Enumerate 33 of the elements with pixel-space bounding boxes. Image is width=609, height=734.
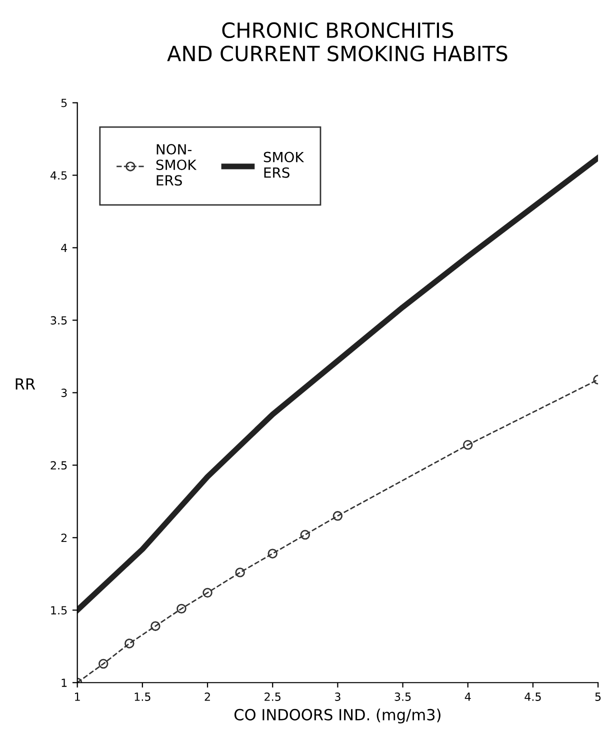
point [268,548,278,558]
y-tick-label: 1 [62,678,67,687]
point [463,440,473,450]
x-tick-label: 1.5 [134,692,150,701]
x-tick-label: 3 [335,692,340,701]
point [150,621,160,631]
point [176,604,186,614]
chart-title: CHRONIC BRONCHITIS AND CURRENT SMOKING HABITS [167,22,508,62]
point [124,638,134,648]
y-axis-title: RR [16,378,36,390]
x-tick-label: 5 [595,692,601,701]
x-tick-label: 2.5 [264,692,280,701]
y-tick-label: 3 [61,388,67,398]
legend-label: SMOK ERS [264,152,304,178]
legend-label: NON- SMOK ERS [156,144,197,186]
x-axis-title: CO INDOORS IND. (mg/m3) [234,708,440,724]
point [202,588,212,598]
point [98,658,108,669]
y-tick-label: 1.5 [51,606,67,615]
point [300,530,310,540]
x-tick-label: 1 [75,692,80,701]
x-tick-label: 3.5 [394,692,411,701]
y-tick-label: 3.5 [50,316,67,325]
y-tick-label: 2 [61,534,67,542]
x-tick-label: 2 [204,692,210,701]
y-tick-label: 5 [61,98,67,108]
point [332,511,343,521]
y-tick-label: 2.5 [50,461,67,470]
y-tick-label: 4.5 [50,171,67,180]
y-tick-label: 4 [61,244,67,252]
point [235,568,245,578]
x-tick-label: 4 [464,692,471,701]
x-tick-label: 4.5 [524,692,541,701]
